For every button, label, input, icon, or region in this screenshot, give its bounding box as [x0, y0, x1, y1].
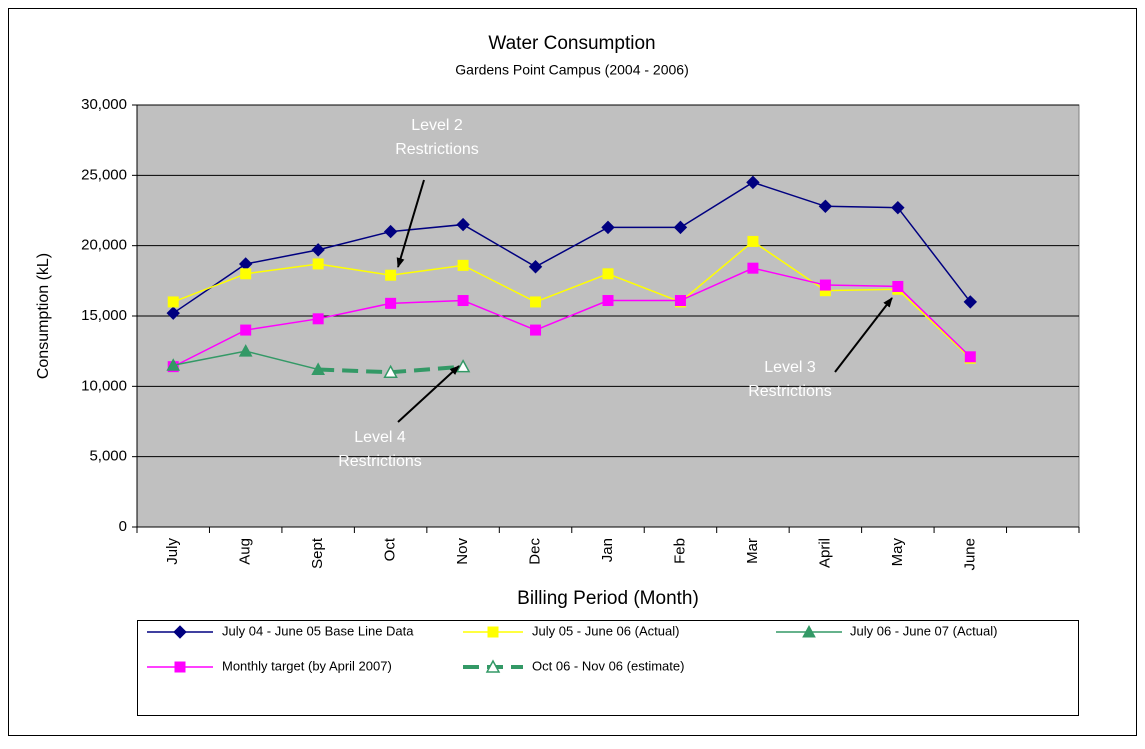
legend-marker	[485, 659, 501, 673]
y-tick-label: 0	[119, 518, 127, 535]
series-line	[172, 240, 971, 359]
marker	[166, 358, 181, 371]
annotation-text: Level 4	[354, 429, 406, 446]
marker	[383, 224, 398, 239]
legend-label: July 05 - June 06 (Actual)	[532, 623, 679, 638]
marker	[311, 362, 325, 375]
legend-marker	[487, 626, 499, 638]
x-tick-label: April	[816, 538, 833, 568]
marker	[964, 351, 976, 363]
x-tick-label: Aug	[237, 538, 254, 565]
series-line	[172, 267, 971, 368]
marker	[674, 295, 686, 307]
annotation-arrow	[396, 179, 425, 268]
x-tick-label: Dec	[527, 538, 544, 565]
marker	[457, 259, 469, 271]
marker	[673, 220, 688, 235]
legend-marker	[173, 625, 187, 639]
chart-subtitle: Gardens Point Campus (2004 - 2006)	[455, 62, 688, 78]
marker	[385, 297, 397, 309]
marker	[530, 296, 542, 308]
marker	[456, 217, 470, 232]
marker	[602, 268, 614, 280]
annotation-text: Level 3	[764, 359, 816, 376]
marker	[240, 268, 252, 280]
legend-label: July 06 - June 07 (Actual)	[850, 623, 997, 638]
marker	[312, 258, 324, 270]
x-tick-label: June	[961, 538, 978, 571]
marker	[240, 324, 252, 336]
annotation-text: Restrictions	[338, 453, 422, 470]
y-tick-label: 10,000	[81, 377, 127, 394]
marker	[455, 359, 471, 373]
x-tick-label: Mar	[744, 538, 761, 564]
annotation-text: Level 2	[411, 117, 463, 134]
x-tick-label: May	[889, 538, 906, 567]
legend-marker	[174, 661, 186, 673]
legend-marker	[802, 624, 816, 638]
legend-label: Oct 06 - Nov 06 (estimate)	[532, 658, 684, 673]
marker	[457, 295, 469, 307]
marker	[530, 324, 542, 336]
marker	[166, 306, 180, 320]
x-tick-label: Oct	[382, 537, 399, 561]
marker	[238, 344, 253, 357]
marker	[602, 295, 614, 307]
marker	[892, 280, 904, 292]
x-tick-label: Jan	[599, 538, 616, 562]
legend-label: Monthly target (by April 2007)	[222, 658, 392, 673]
marker	[746, 175, 760, 190]
legend-label: July 04 - June 05 Base Line Data	[222, 623, 414, 638]
x-tick-label: Feb	[671, 538, 688, 564]
marker	[311, 243, 325, 257]
chart-title: Water Consumption	[488, 33, 655, 54]
y-tick-label: 15,000	[81, 307, 127, 324]
marker	[891, 200, 905, 215]
marker	[601, 220, 615, 235]
y-tick-label: 20,000	[81, 237, 127, 254]
marker	[528, 260, 543, 274]
marker	[818, 199, 833, 213]
marker	[383, 364, 398, 379]
marker	[819, 279, 831, 291]
annotation-text: Restrictions	[395, 141, 479, 158]
marker	[963, 295, 978, 309]
y-tick-label: 25,000	[81, 166, 127, 183]
marker	[312, 313, 324, 325]
x-tick-label: Nov	[454, 538, 471, 565]
legend-box	[137, 620, 1079, 716]
marker	[385, 269, 397, 281]
x-tick-label: Sept	[309, 537, 326, 569]
marker	[747, 262, 759, 274]
annotation-text: Restrictions	[748, 383, 832, 400]
y-axis-label: Consumption (kL)	[35, 253, 52, 379]
series-line	[172, 181, 971, 314]
y-tick-label: 30,000	[81, 96, 127, 113]
marker	[747, 235, 759, 247]
annotation-arrow	[397, 365, 460, 423]
y-tick-label: 5,000	[89, 448, 127, 465]
annotation-arrow	[834, 297, 893, 373]
marker	[167, 296, 179, 308]
x-axis-label: Billing Period (Month)	[517, 588, 699, 609]
x-tick-label: July	[164, 538, 181, 565]
